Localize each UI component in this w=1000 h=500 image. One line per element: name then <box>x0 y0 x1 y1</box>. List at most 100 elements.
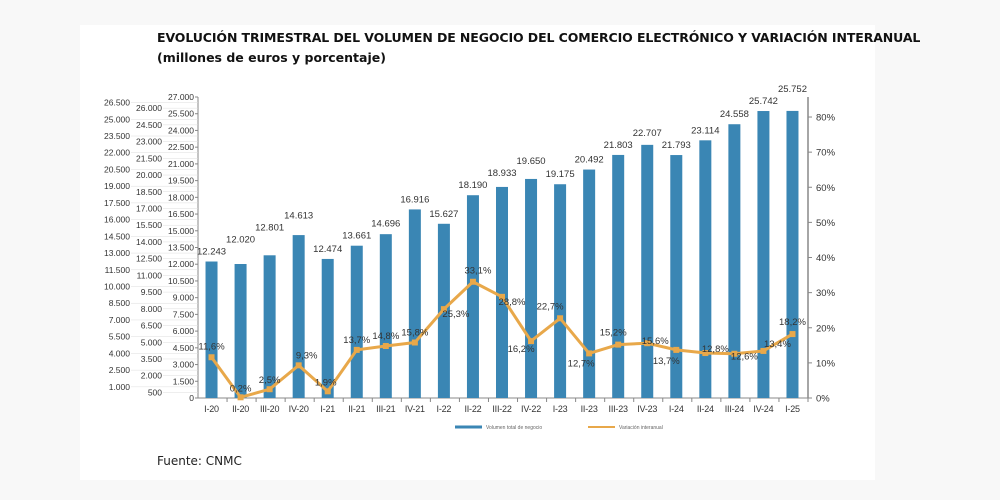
bar-data-label: 21.793 <box>662 140 691 151</box>
line-marker <box>557 315 564 322</box>
bar-data-label: 24.558 <box>720 109 749 120</box>
left-axis-tick-label: 16.500 <box>168 209 194 219</box>
x-axis-tick-label: III-21 <box>376 404 396 414</box>
left-axis-tick-label: 15.000 <box>168 226 194 236</box>
bar <box>699 140 712 398</box>
left-axis-tick-label: 2.000 <box>141 371 163 381</box>
left-axis-tick-label: 27.000 <box>168 92 194 102</box>
left-axis-tick-label: 500 <box>148 387 162 397</box>
left-axis-tick-label: 12.000 <box>168 259 194 269</box>
left-axis-tick-label: 26.000 <box>136 103 162 113</box>
bar-data-label: 21.803 <box>604 140 633 151</box>
bar-data-label: 12.801 <box>255 223 284 234</box>
left-axis-tick-label: 9.500 <box>141 287 163 297</box>
x-axis-tick-label: IV-24 <box>753 404 773 414</box>
x-axis-tick-label: III-23 <box>609 404 629 414</box>
line-data-label: 1,9% <box>315 377 337 388</box>
bar-data-label: 23.114 <box>691 125 719 136</box>
line-marker <box>440 306 447 313</box>
line-marker <box>644 340 651 347</box>
bar <box>234 263 247 398</box>
line-marker <box>208 354 215 361</box>
bar-data-label: 18.190 <box>458 180 487 191</box>
left-axis-tick-label: 3.500 <box>141 354 163 364</box>
legend-label-volume: Volumen total de negocio <box>486 425 542 431</box>
line-marker <box>382 343 389 350</box>
left-axis-tick-label: 12.500 <box>136 254 162 264</box>
left-axis-tick-label: 25.500 <box>168 109 194 119</box>
line-data-label: 12,8% <box>702 344 729 355</box>
left-axis-tick-label: 15.500 <box>136 220 162 230</box>
left-axis-tick-label: 17.000 <box>136 203 162 213</box>
left-axis-tick-label: 3.000 <box>173 360 195 370</box>
left-axis-tick-label: 22.000 <box>104 148 130 158</box>
bar-data-label: 16.916 <box>400 194 429 205</box>
line-data-label: 15,2% <box>600 328 627 339</box>
right-axis-tick-label: 10% <box>816 358 836 369</box>
line-marker <box>702 350 709 357</box>
bar <box>728 124 741 398</box>
x-axis-tick-label: IV-22 <box>521 404 541 414</box>
line-marker <box>760 347 767 354</box>
left-axis-tick-label: 22.500 <box>168 142 194 152</box>
bar <box>786 110 799 398</box>
x-axis-tick-label: I-20 <box>204 404 219 414</box>
bar-data-label: 19.650 <box>517 156 546 167</box>
line-marker <box>673 346 680 353</box>
line-data-label: 2,5% <box>259 375 281 386</box>
bar <box>757 111 770 399</box>
line-data-label: 13,7% <box>653 356 680 367</box>
line-marker <box>469 278 476 285</box>
left-axis-tick-label: 18.500 <box>136 187 162 197</box>
left-axis-tick-label: 6.500 <box>141 321 163 331</box>
line-data-label: 33,1% <box>464 266 491 277</box>
bar <box>612 154 625 398</box>
bar <box>321 258 334 398</box>
line-data-label: 0,2% <box>230 383 252 394</box>
left-axis-tick-label: 1.500 <box>173 376 195 386</box>
x-axis-tick-label: II-21 <box>348 404 365 414</box>
line-data-label: 15,8% <box>401 328 428 339</box>
x-axis-tick-label: II-22 <box>464 404 481 414</box>
line-marker <box>586 350 593 357</box>
bar-data-label: 25.742 <box>749 96 778 107</box>
left-axis-tick-label: 5.000 <box>141 337 163 347</box>
bar-data-label: 14.696 <box>371 219 400 230</box>
left-axis-tick-label: 4.500 <box>173 343 195 353</box>
left-axis-tick-label: 24.000 <box>168 125 194 135</box>
right-axis-tick-label: 0% <box>816 394 830 405</box>
left-axis-tick-label: 5.500 <box>109 332 131 342</box>
left-axis-tick-label: 19.000 <box>104 181 130 191</box>
left-axis-tick-label: 7.000 <box>109 315 131 325</box>
left-axis-tick-label: 25.000 <box>104 114 130 124</box>
left-axis-tick-label: 20.500 <box>104 164 130 174</box>
bar-data-label: 25.752 <box>778 84 807 95</box>
bar <box>263 255 276 398</box>
bar <box>583 169 596 398</box>
left-axis-tick-label: 8.000 <box>141 304 163 314</box>
left-axis-tick-label: 7.500 <box>173 309 195 319</box>
left-axis-tick-label: 11.000 <box>137 270 163 280</box>
bar-data-label: 12.474 <box>313 244 342 255</box>
line-data-label: 13,4% <box>764 339 791 350</box>
left-axis-tick-label: 9.000 <box>173 293 195 303</box>
right-axis-tick-label: 70% <box>816 148 836 159</box>
line-marker <box>499 293 505 300</box>
bar-data-label: 18.933 <box>487 168 516 179</box>
chart-title: EVOLUCIÓN TRIMESTRAL DEL VOLUMEN DE NEGO… <box>157 30 921 45</box>
line-data-label: 11,6% <box>198 341 225 352</box>
right-axis-tick-label: 50% <box>816 218 836 229</box>
bar-data-label: 12.020 <box>226 235 255 246</box>
line-data-label: 15,6% <box>642 336 669 347</box>
bar-data-label: 12.243 <box>197 247 226 258</box>
bar <box>408 209 421 398</box>
line-marker <box>237 394 244 401</box>
x-axis-tick-label: IV-20 <box>289 404 309 414</box>
line-data-label: 14,8% <box>372 331 399 342</box>
line-data-label: 13,7% <box>343 335 370 346</box>
line-marker <box>324 388 331 395</box>
left-axis-tick-label: 1.000 <box>109 382 131 392</box>
source-note: Fuente: CNMC <box>157 454 242 468</box>
x-axis-tick-label: III-22 <box>492 404 512 414</box>
line-data-label: 22,7% <box>537 301 564 312</box>
